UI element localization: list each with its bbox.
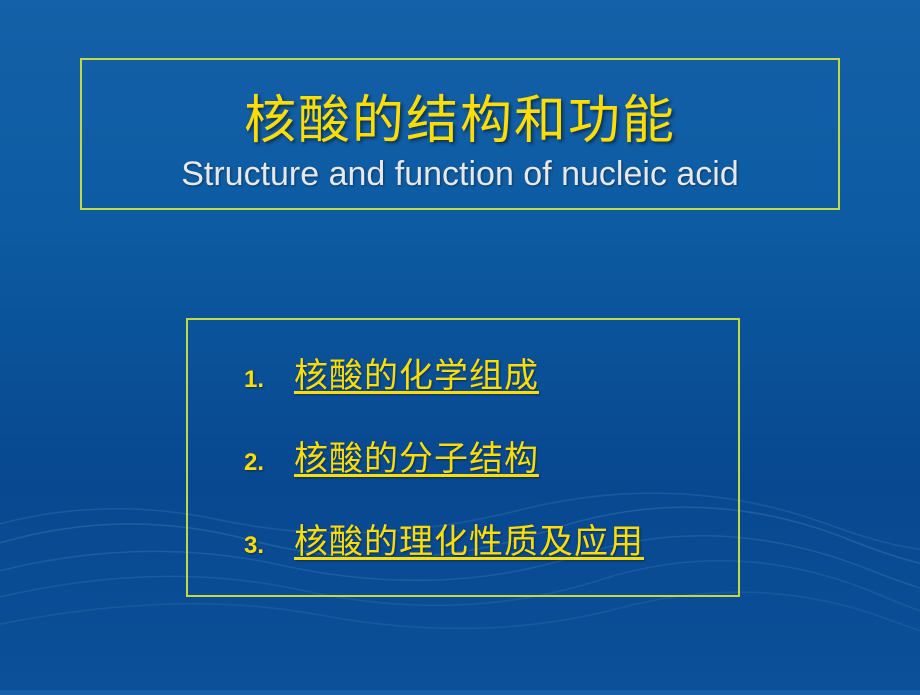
list-number-1: 1. [244, 366, 266, 394]
content-container: 1. 核酸的化学组成 2. 核酸的分子结构 3. 核酸的理化性质及应用 [186, 318, 740, 597]
list-number-2: 2. [244, 449, 266, 477]
list-item[interactable]: 1. 核酸的化学组成 [244, 348, 698, 397]
list-link-1[interactable]: 核酸的化学组成 [294, 348, 539, 397]
list-link-3[interactable]: 核酸的理化性质及应用 [294, 514, 644, 563]
list-item[interactable]: 3. 核酸的理化性质及应用 [244, 514, 698, 563]
list-link-2[interactable]: 核酸的分子结构 [294, 431, 539, 480]
title-container: 核酸的结构和功能 Structure and function of nucle… [80, 58, 840, 210]
title-main: 核酸的结构和功能 [92, 78, 828, 153]
list-item[interactable]: 2. 核酸的分子结构 [244, 431, 698, 480]
title-subtitle: Structure and function of nucleic acid [92, 155, 828, 194]
list-number-3: 3. [244, 532, 266, 560]
